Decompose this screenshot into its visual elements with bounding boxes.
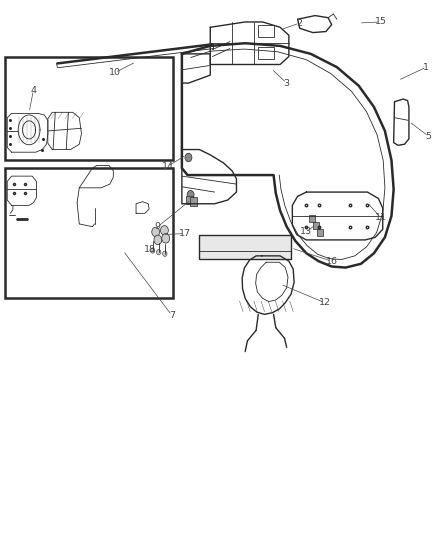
Bar: [258, 25, 274, 37]
Circle shape: [185, 154, 192, 162]
Bar: [313, 222, 319, 229]
Text: 13: 13: [300, 228, 312, 237]
Bar: [190, 197, 197, 206]
Text: 2: 2: [297, 19, 303, 28]
Bar: [186, 196, 193, 204]
Text: 18: 18: [144, 245, 156, 254]
Bar: [199, 235, 291, 259]
Text: 14: 14: [162, 162, 173, 171]
Text: 16: 16: [325, 257, 338, 265]
Circle shape: [187, 190, 194, 199]
Text: 11: 11: [374, 213, 387, 222]
Circle shape: [156, 249, 161, 255]
Bar: [317, 229, 323, 236]
Circle shape: [162, 233, 170, 243]
Circle shape: [162, 251, 167, 256]
Text: 1: 1: [424, 63, 429, 71]
Text: 5: 5: [426, 132, 431, 141]
Bar: [308, 215, 314, 222]
Circle shape: [150, 248, 155, 253]
Text: 10: 10: [109, 68, 121, 77]
Bar: [5, 168, 173, 298]
Bar: [258, 47, 274, 59]
Text: 7: 7: [169, 311, 175, 320]
Circle shape: [154, 235, 162, 245]
Circle shape: [160, 225, 168, 235]
Text: 15: 15: [374, 18, 387, 27]
Text: 4: 4: [30, 85, 36, 94]
Text: 9: 9: [155, 222, 161, 231]
Circle shape: [152, 227, 159, 237]
Text: 3: 3: [284, 78, 290, 87]
Bar: [5, 56, 173, 160]
Text: 17: 17: [179, 229, 191, 238]
Text: 12: 12: [319, 298, 331, 307]
